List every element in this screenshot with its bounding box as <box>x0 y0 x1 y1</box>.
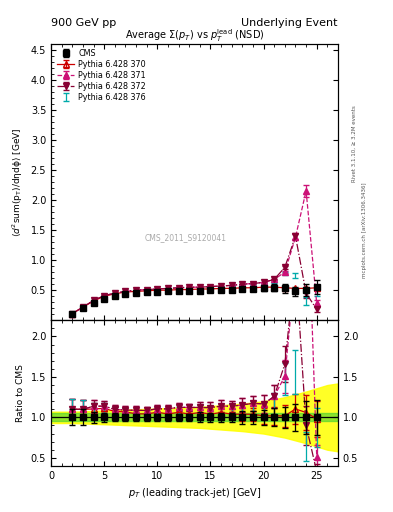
Legend: CMS, Pythia 6.428 370, Pythia 6.428 371, Pythia 6.428 372, Pythia 6.428 376: CMS, Pythia 6.428 370, Pythia 6.428 371,… <box>54 47 149 104</box>
Title: Average $\Sigma(p_T)$ vs $p_T^{\rm lead}$ (NSD): Average $\Sigma(p_T)$ vs $p_T^{\rm lead}… <box>125 27 264 44</box>
Y-axis label: Ratio to CMS: Ratio to CMS <box>16 364 25 422</box>
Y-axis label: $\langle d^2 \rm{sum}(p_T)/d\eta d\phi \rangle$ [GeV]: $\langle d^2 \rm{sum}(p_T)/d\eta d\phi \… <box>11 127 25 237</box>
X-axis label: $p_T$ (leading track-jet) [GeV]: $p_T$ (leading track-jet) [GeV] <box>128 486 261 500</box>
Text: CMS_2011_S9120041: CMS_2011_S9120041 <box>145 233 227 242</box>
Text: mcplots.cern.ch [arXiv:1306.3436]: mcplots.cern.ch [arXiv:1306.3436] <box>362 183 367 278</box>
Text: 900 GeV pp: 900 GeV pp <box>51 18 116 28</box>
Bar <box>51 413 338 421</box>
Text: Rivet 3.1.10, ≥ 3.2M events: Rivet 3.1.10, ≥ 3.2M events <box>352 105 357 182</box>
Text: Underlying Event: Underlying Event <box>241 18 338 28</box>
